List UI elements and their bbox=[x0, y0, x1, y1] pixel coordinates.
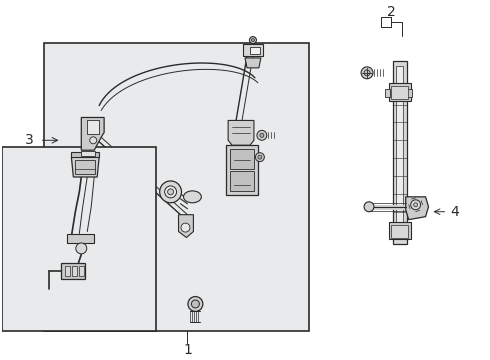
Polygon shape bbox=[81, 117, 104, 150]
Bar bbox=[230, 149, 254, 169]
Circle shape bbox=[257, 130, 267, 140]
Text: 3: 3 bbox=[25, 133, 34, 147]
Bar bbox=[75, 160, 95, 174]
Circle shape bbox=[364, 70, 370, 76]
Bar bbox=[226, 145, 258, 195]
Bar bbox=[391, 225, 408, 238]
Circle shape bbox=[414, 203, 417, 207]
Bar bbox=[230, 171, 254, 191]
Bar bbox=[385, 89, 390, 96]
Circle shape bbox=[160, 181, 181, 203]
Circle shape bbox=[165, 186, 176, 198]
Circle shape bbox=[260, 133, 264, 137]
Text: 2: 2 bbox=[388, 5, 396, 19]
Circle shape bbox=[168, 189, 173, 195]
Polygon shape bbox=[178, 215, 194, 238]
Polygon shape bbox=[72, 157, 99, 177]
Circle shape bbox=[361, 67, 373, 79]
Bar bbox=[393, 61, 407, 244]
Bar bbox=[389, 83, 411, 100]
Bar bbox=[250, 47, 260, 54]
Circle shape bbox=[192, 300, 199, 308]
Circle shape bbox=[251, 39, 254, 41]
Circle shape bbox=[255, 153, 264, 162]
Circle shape bbox=[188, 297, 203, 311]
Ellipse shape bbox=[183, 191, 201, 203]
Circle shape bbox=[181, 223, 190, 232]
Circle shape bbox=[249, 37, 256, 44]
Bar bbox=[81, 151, 95, 156]
Bar bbox=[44, 43, 310, 331]
Circle shape bbox=[411, 200, 420, 210]
Bar bbox=[61, 263, 85, 279]
Circle shape bbox=[364, 202, 374, 212]
Bar bbox=[73, 266, 77, 276]
Text: 4: 4 bbox=[450, 205, 459, 219]
Bar bbox=[87, 121, 99, 134]
Circle shape bbox=[76, 243, 87, 254]
Polygon shape bbox=[245, 58, 261, 68]
Bar bbox=[407, 89, 412, 96]
Circle shape bbox=[90, 137, 97, 144]
Bar bbox=[391, 86, 408, 99]
Circle shape bbox=[258, 155, 262, 159]
Bar bbox=[389, 222, 411, 239]
Bar bbox=[66, 266, 71, 276]
Bar bbox=[79, 266, 84, 276]
Polygon shape bbox=[243, 44, 263, 56]
Polygon shape bbox=[72, 152, 99, 157]
Bar bbox=[396, 66, 403, 239]
Polygon shape bbox=[406, 197, 429, 220]
Polygon shape bbox=[228, 121, 254, 145]
Bar bbox=[2, 147, 156, 331]
Text: 1: 1 bbox=[183, 343, 192, 357]
Polygon shape bbox=[68, 234, 94, 243]
